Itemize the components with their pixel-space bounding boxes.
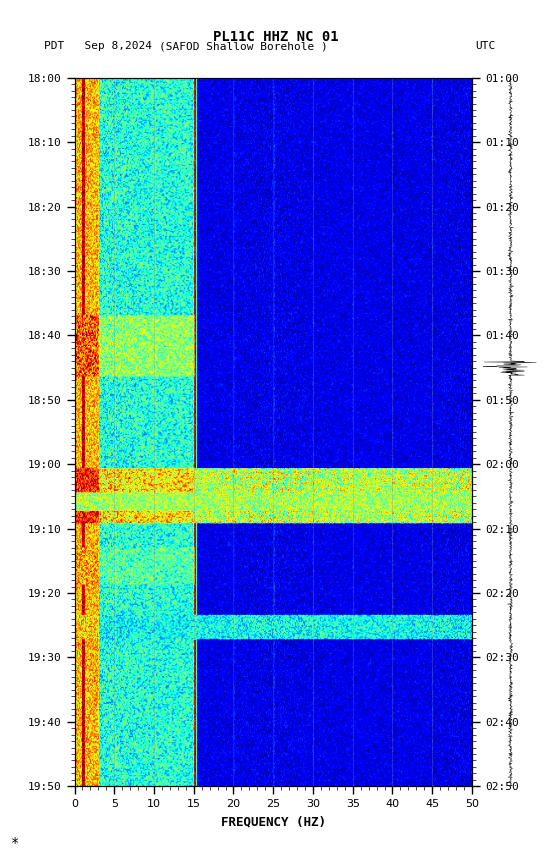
Text: (SAFOD Shallow Borehole ): (SAFOD Shallow Borehole )	[158, 41, 327, 52]
Text: PDT   Sep 8,2024: PDT Sep 8,2024	[44, 41, 152, 52]
Text: *: *	[11, 835, 19, 849]
Text: PL11C HHZ NC 01: PL11C HHZ NC 01	[213, 30, 339, 44]
X-axis label: FREQUENCY (HZ): FREQUENCY (HZ)	[221, 815, 326, 828]
Text: UTC: UTC	[476, 41, 496, 52]
